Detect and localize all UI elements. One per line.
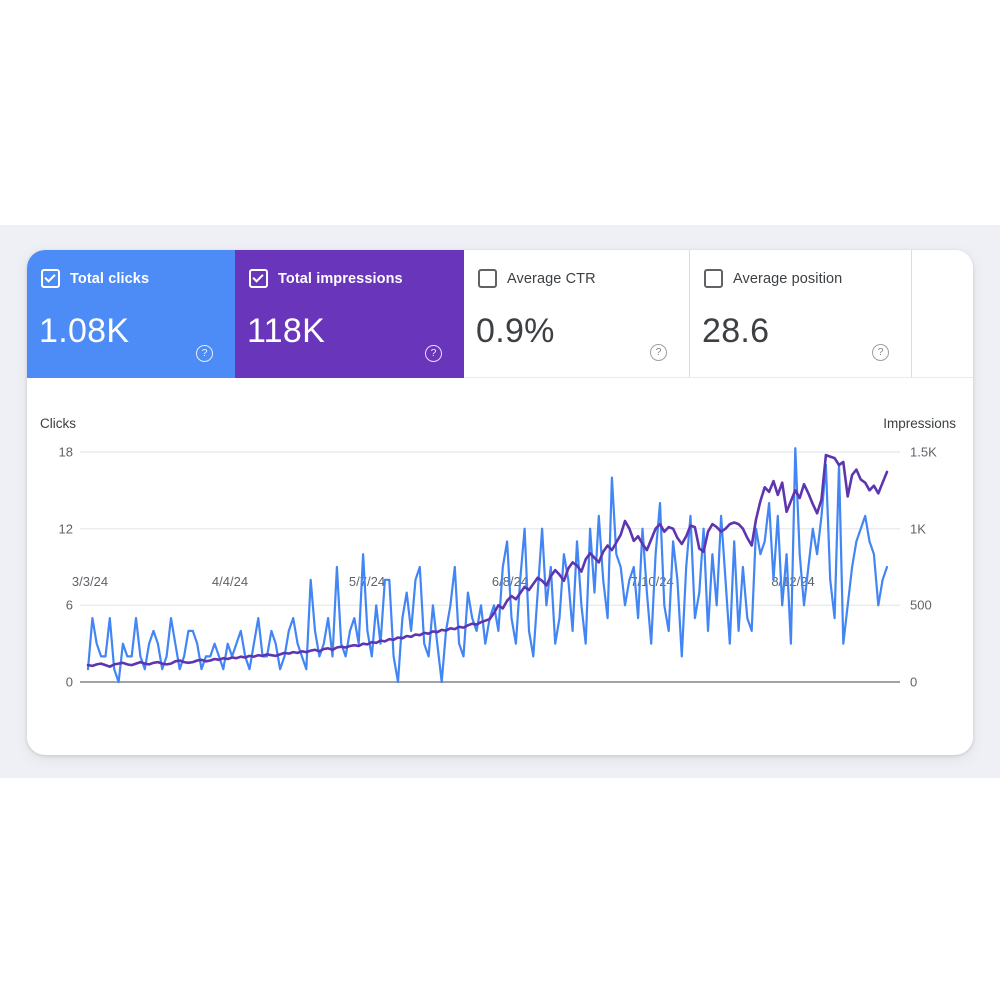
y-left-tick: 18: [58, 444, 73, 460]
x-axis-tick: 5/7/24: [348, 574, 386, 589]
chart-plot-area: [80, 447, 900, 684]
series-line-clicks: [86, 447, 889, 684]
left-axis-title: Clicks: [40, 416, 76, 431]
card-row-filler: [912, 250, 973, 378]
performance-panel: Total clicks 1.08K ? Total impressions 1…: [27, 250, 973, 755]
help-icon[interactable]: ?: [650, 344, 667, 361]
card-value: 0.9%: [476, 312, 555, 350]
help-icon[interactable]: ?: [196, 345, 213, 362]
checkbox-unchecked-icon[interactable]: [478, 269, 497, 288]
x-axis-tick: 3/3/24: [71, 574, 109, 589]
card-total-clicks[interactable]: Total clicks 1.08K ?: [27, 250, 235, 378]
x-axis-tick: 4/4/24: [211, 574, 249, 589]
card-label: Average position: [733, 270, 843, 287]
y-right-tick: 1.5K: [910, 444, 937, 460]
right-axis-title: Impressions: [883, 416, 956, 431]
y-right-tick: 1K: [910, 521, 926, 537]
help-icon[interactable]: ?: [872, 344, 889, 361]
y-right-tick: 500: [910, 597, 932, 613]
y-right-tick: 0: [910, 674, 918, 690]
y-left-tick: 12: [58, 521, 73, 537]
card-value: 1.08K: [39, 312, 130, 350]
card-total-impressions[interactable]: Total impressions 118K ?: [235, 250, 464, 378]
y-left-tick: 0: [65, 674, 73, 690]
y-left-tick: 6: [65, 597, 73, 613]
help-icon[interactable]: ?: [425, 345, 442, 362]
checkbox-checked-icon[interactable]: [41, 269, 60, 288]
card-average-position[interactable]: Average position 28.6 ?: [690, 250, 912, 378]
card-value: 28.6: [702, 312, 770, 350]
card-average-ctr[interactable]: Average CTR 0.9% ?: [464, 250, 690, 378]
card-label: Total impressions: [278, 270, 403, 287]
card-value: 118K: [247, 312, 326, 350]
checkbox-unchecked-icon[interactable]: [704, 269, 723, 288]
card-label: Average CTR: [507, 270, 596, 287]
checkbox-checked-icon[interactable]: [249, 269, 268, 288]
series-line-impressions: [86, 453, 889, 669]
chart-series: [86, 447, 889, 684]
card-label: Total clicks: [70, 270, 150, 287]
metric-cards-row: Total clicks 1.08K ? Total impressions 1…: [27, 250, 973, 378]
performance-chart: Clicks Impressions 18 12 6 0 1.5K 1K 500…: [27, 378, 973, 755]
